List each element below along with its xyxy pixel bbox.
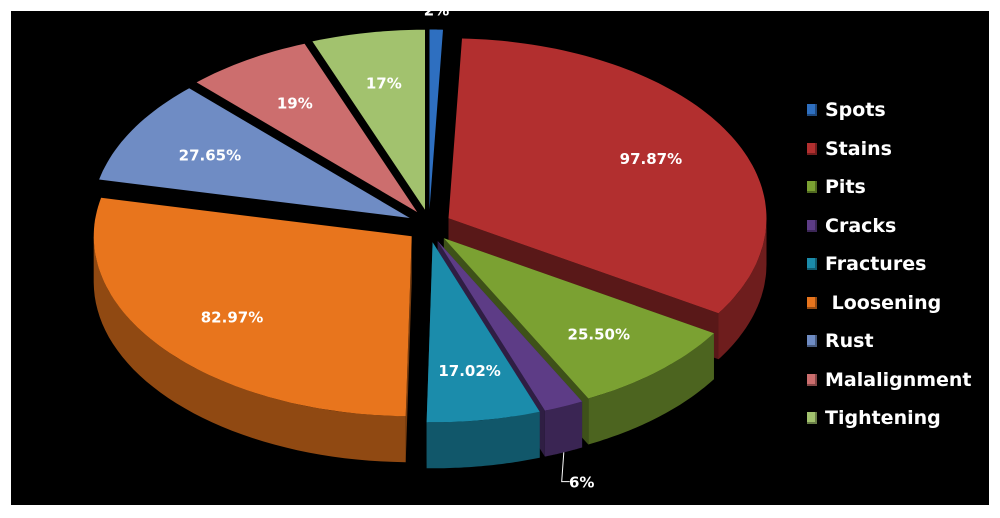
- legend-item: Tightening: [807, 399, 997, 438]
- legend-swatch: [807, 373, 817, 386]
- pie-slice-top: [196, 43, 418, 213]
- legend-swatch: [807, 104, 817, 117]
- data-label: 17%: [366, 74, 402, 92]
- data-label: 17.02%: [438, 362, 500, 380]
- pie-slice-side: [93, 236, 406, 463]
- pie-slice-side: [544, 401, 583, 457]
- pie-slice-side: [588, 333, 714, 445]
- legend-label: Rust: [825, 330, 874, 353]
- pie-slice-top: [312, 29, 425, 210]
- legend-item: Pits: [807, 168, 997, 207]
- legend-label: Fractures: [825, 253, 927, 276]
- pie-slice-top: [93, 197, 412, 417]
- pie-slice-top: [448, 38, 767, 314]
- legend-item: Rust: [807, 322, 997, 361]
- legend-item: Malalignment: [807, 361, 997, 400]
- pie-slice: [93, 197, 412, 463]
- legend-swatch: [807, 296, 817, 309]
- data-label: 2%: [424, 11, 449, 20]
- legend-label: Malalignment: [825, 368, 972, 391]
- legend-label: Stains: [825, 137, 892, 160]
- pie-slice-top: [426, 242, 540, 423]
- legend-label: Loosening: [825, 291, 942, 314]
- chart-area: 2% 97.87% 25.50% 6% 17.02% 82.97% 27.65% 19% 17%…: [11, 11, 989, 505]
- pie-slice: [429, 29, 443, 210]
- legend-item: Spots: [807, 91, 997, 130]
- data-label: 27.65%: [179, 147, 241, 165]
- pie-slice-side: [718, 218, 767, 360]
- legend-item: Fractures: [807, 245, 997, 284]
- legend-swatch: [807, 219, 817, 232]
- legend-swatch: [807, 142, 817, 155]
- pie-slice-top: [99, 88, 410, 218]
- data-label: 97.87%: [620, 150, 682, 168]
- leader-line: [561, 452, 570, 483]
- pie-slice-face: [405, 236, 412, 463]
- pie-slice: [196, 43, 418, 213]
- data-label: 25.50%: [568, 326, 630, 344]
- pie-slice-top: [443, 238, 714, 399]
- data-label: 19%: [277, 95, 313, 113]
- data-label: 6%: [569, 474, 594, 492]
- legend-label: Spots: [825, 99, 886, 122]
- legend-item: Loosening: [807, 284, 997, 323]
- legend-label: Cracks: [825, 214, 897, 237]
- pie-slice: [99, 88, 410, 218]
- legend-swatch: [807, 412, 817, 425]
- legend-swatch: [807, 258, 817, 271]
- legend: Spots Stains Pits Cracks Fractures Loosening…: [807, 91, 997, 438]
- pie-chart: 2% 97.87% 25.50% 6% 17.02% 82.97% 27.65% 19% 17%: [93, 11, 767, 492]
- legend-swatch: [807, 335, 817, 348]
- pie-slice: [312, 29, 425, 210]
- pie-slice-top: [429, 29, 443, 210]
- pie-slice-top: [437, 241, 583, 411]
- legend-item: Cracks: [807, 207, 997, 246]
- pie-slice: [426, 242, 540, 469]
- legend-label: Tightening: [825, 407, 941, 430]
- legend-label: Pits: [825, 176, 866, 199]
- legend-item: Stains: [807, 130, 997, 169]
- pie-slice-side: [426, 411, 540, 469]
- legend-swatch: [807, 181, 817, 194]
- data-label: 82.97%: [201, 309, 263, 327]
